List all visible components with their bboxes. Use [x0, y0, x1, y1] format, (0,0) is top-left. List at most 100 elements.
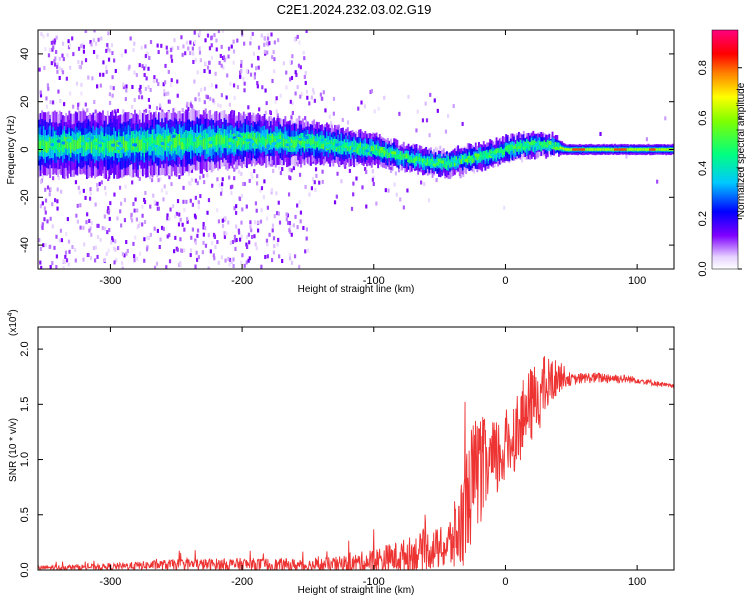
spectrogram-cell [233, 176, 236, 181]
spectrogram-cell [391, 152, 394, 158]
spectrogram-cell [182, 199, 185, 204]
spectrogram-cell [428, 161, 431, 167]
spectrogram-cell [285, 70, 288, 75]
spectrogram-cell [202, 174, 205, 179]
spectrogram-cell [471, 158, 474, 163]
spectrogram-cell [446, 162, 448, 168]
spectrogram-cell [339, 141, 345, 145]
spectrogram-cell [77, 149, 82, 153]
spectrogram-cell [499, 149, 505, 154]
spectrogram-cell [352, 181, 355, 186]
spectrogram-cell [161, 135, 164, 148]
spectrogram-cell [171, 134, 177, 138]
spectrogram-cell [273, 244, 276, 249]
spectrogram-cell [56, 206, 59, 211]
spectrogram-cell [181, 107, 184, 112]
spectrogram-cell [84, 58, 88, 63]
spectrogram-cell [260, 264, 263, 269]
spectrogram-cell [486, 152, 488, 158]
spectrogram-cell [500, 147, 503, 152]
spectrogram-cell [340, 142, 343, 155]
spectrogram-cell [187, 134, 193, 138]
spectrogram-cell [264, 255, 267, 260]
spectrogram-cell [186, 143, 191, 147]
spectrogram-cell [124, 184, 127, 189]
spectrogram-cell [185, 217, 189, 222]
spectrogram-cell [625, 154, 628, 159]
spectrogram-cell [77, 102, 80, 107]
spectrogram-cell [559, 146, 562, 149]
spectrogram-cell [202, 232, 205, 237]
spectrogram-cell [594, 148, 597, 151]
spectrogram-cell [78, 138, 80, 150]
spectrogram-cell [232, 39, 235, 44]
spectrogram-cell [116, 108, 119, 113]
spectrogram-cell [214, 71, 217, 76]
spectrogram-cell [250, 140, 255, 144]
spectrogram-cell [80, 142, 86, 146]
spectrogram-cell [220, 63, 223, 68]
spectrogram-cell [352, 146, 357, 150]
spectrogram-cell [383, 150, 386, 156]
spectrogram-cell [163, 92, 166, 97]
spectrogram-cell [60, 189, 63, 194]
spectrogram-cell [390, 165, 393, 170]
spectrogram-cell [257, 136, 260, 146]
spectrogram-cell [250, 228, 253, 233]
spectrogram-cell [375, 152, 380, 156]
spectrogram-cell [71, 36, 74, 41]
y-tick-label: 1.5 [19, 397, 31, 412]
spectrogram-cell [50, 142, 55, 147]
spectrogram-cell [599, 131, 602, 136]
spectrogram-cell [532, 143, 535, 152]
spectrogram-cell [89, 256, 93, 261]
spectrogram-cell [631, 148, 634, 151]
spectrogram-cell [513, 148, 516, 154]
spectrogram-cell [363, 104, 366, 109]
y-tick-label: 2.0 [19, 341, 31, 356]
spectrogram-cell [263, 36, 267, 41]
spectrogram-cell [207, 137, 210, 149]
spectrogram-cell [449, 162, 452, 168]
spectrogram-cell [289, 60, 292, 65]
spectrogram-cell [300, 137, 303, 146]
spectrogram-cell [314, 138, 317, 147]
spectrogram-cell [194, 178, 198, 183]
spectrogram-cell [124, 49, 127, 54]
spectrogram-cell [49, 244, 52, 249]
spectrogram-cell [316, 139, 319, 148]
spectrogram-cell [133, 258, 136, 263]
spectrogram-cell [197, 92, 200, 97]
spectrogram-cell [271, 228, 274, 233]
spectrogram-cell [66, 137, 69, 150]
spectrogram-cell [40, 32, 43, 37]
spectrogram-cell [271, 144, 276, 148]
spectrogram-cell [148, 55, 151, 60]
spectrogram-cell [133, 70, 136, 75]
spectrogram-cell [275, 109, 278, 114]
spectrogram-cell [177, 134, 180, 146]
spectrogram-cell [67, 39, 70, 44]
spectrogram-cell [60, 68, 64, 73]
spectrogram-cell [322, 90, 325, 95]
spectrogram-cell [298, 115, 301, 120]
spectrogram-cell [119, 201, 123, 206]
spectrogram-cell [512, 145, 517, 149]
spectrogram-cell [510, 144, 512, 159]
spectrogram-cell [184, 51, 187, 56]
snr-series [38, 356, 674, 570]
spectrogram-cell [215, 134, 218, 146]
spectrogram-cell [265, 238, 269, 243]
spectrogram-cell [46, 141, 48, 154]
spectrogram-cell [55, 234, 58, 239]
spectrogram-cell [221, 143, 226, 147]
spectrogram-cell [290, 76, 294, 81]
spectrogram-cell [289, 77, 292, 82]
spectrogram-cell [398, 111, 401, 116]
spectrogram-cell [170, 54, 173, 59]
spectrogram-cell [230, 191, 233, 196]
spectrogram-cell [176, 247, 179, 252]
spectrogram-cell [191, 202, 195, 207]
spectrogram-cell [105, 69, 108, 74]
spectrogram-cell [304, 80, 307, 85]
